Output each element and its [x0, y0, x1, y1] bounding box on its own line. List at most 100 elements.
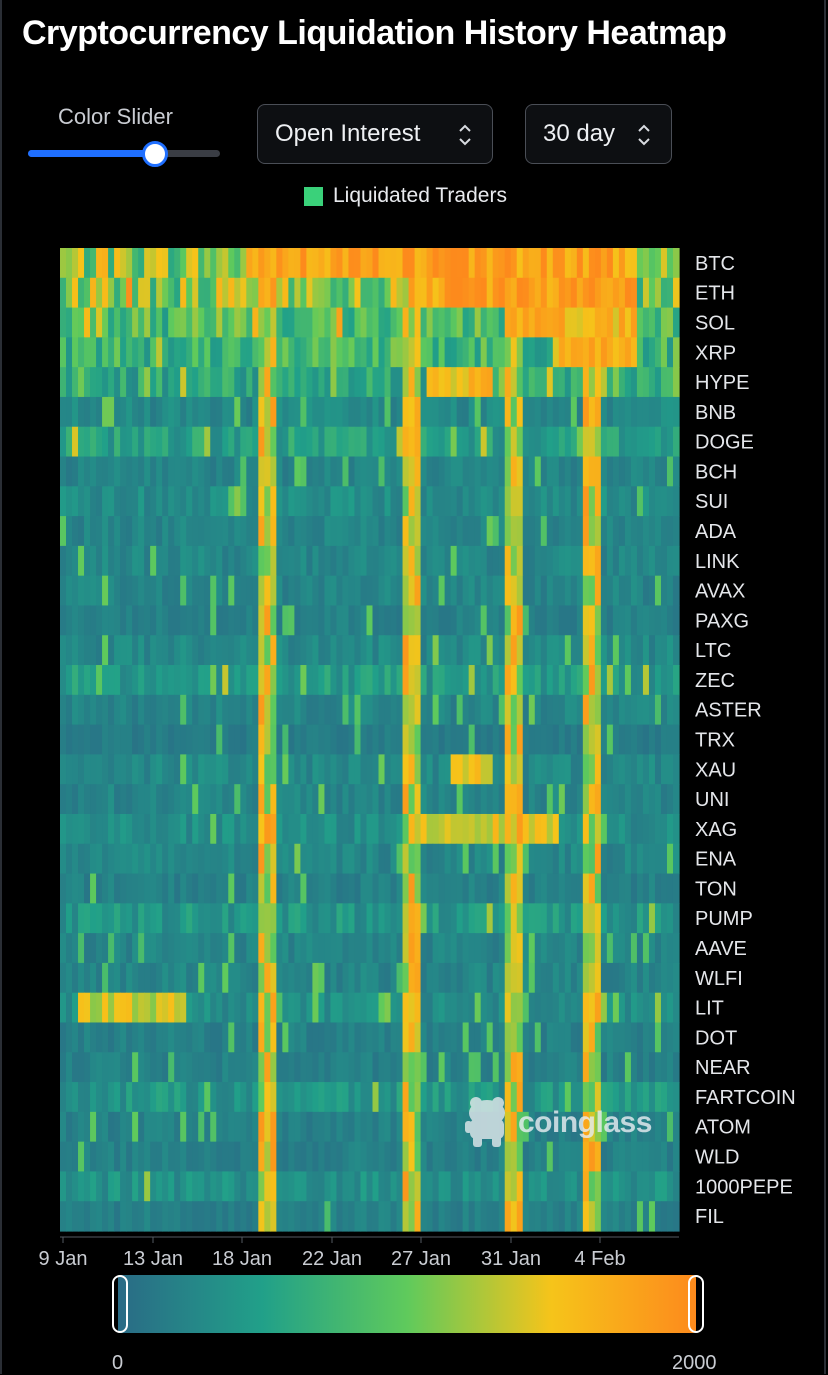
heatmap-cell[interactable]	[558, 1171, 566, 1202]
heatmap-cell[interactable]	[210, 754, 217, 785]
heatmap-cell[interactable]	[660, 754, 668, 785]
heatmap-cell[interactable]	[342, 903, 350, 934]
heatmap-cell[interactable]	[336, 1082, 344, 1113]
heatmap-cell[interactable]	[534, 545, 542, 577]
heatmap-cell[interactable]	[414, 903, 422, 934]
heatmap-cell[interactable]	[174, 248, 181, 279]
heatmap-cell[interactable]	[246, 933, 253, 964]
heatmap-cell[interactable]	[474, 635, 482, 666]
heatmap-cell[interactable]	[216, 813, 223, 845]
heatmap-cell[interactable]	[120, 694, 127, 726]
heatmap-cell[interactable]	[360, 605, 368, 636]
heatmap-cell[interactable]	[648, 605, 656, 636]
heatmap-cell[interactable]	[66, 784, 73, 815]
heatmap-cell[interactable]	[192, 933, 199, 964]
heatmap-cell[interactable]	[306, 813, 314, 845]
heatmap-cell[interactable]	[216, 843, 223, 875]
heatmap-cell[interactable]	[150, 1111, 157, 1143]
heatmap-cell[interactable]	[336, 486, 344, 517]
heatmap-cell[interactable]	[198, 426, 205, 458]
heatmap-cell[interactable]	[252, 724, 259, 755]
heatmap-cell[interactable]	[78, 367, 85, 398]
heatmap-cell[interactable]	[78, 516, 85, 547]
heatmap-cell[interactable]	[576, 813, 584, 845]
heatmap-cell[interactable]	[156, 1052, 163, 1083]
heatmap-cell[interactable]	[180, 754, 187, 785]
heatmap-cell[interactable]	[420, 933, 428, 964]
heatmap-cell[interactable]	[96, 754, 103, 785]
heatmap-cell[interactable]	[270, 1052, 277, 1083]
heatmap-cell[interactable]	[384, 605, 392, 636]
heatmap-cell[interactable]	[408, 545, 416, 577]
heatmap-cell[interactable]	[396, 307, 404, 338]
heatmap-cell[interactable]	[138, 396, 145, 428]
heatmap-cell[interactable]	[516, 1022, 524, 1053]
heatmap-cell[interactable]	[480, 1171, 488, 1202]
heatmap-cell[interactable]	[618, 337, 626, 368]
heatmap-cell[interactable]	[318, 277, 326, 309]
heatmap-cell[interactable]	[522, 1022, 530, 1053]
heatmap-cell[interactable]	[318, 992, 326, 1024]
heatmap-cell[interactable]	[552, 962, 560, 994]
heatmap-cell[interactable]	[480, 754, 488, 785]
heatmap-cell[interactable]	[300, 1052, 307, 1083]
heatmap-cell[interactable]	[396, 784, 404, 815]
heatmap-cell[interactable]	[588, 1141, 596, 1173]
heatmap-cell[interactable]	[282, 396, 289, 428]
heatmap-cell[interactable]	[462, 903, 470, 934]
heatmap-cell[interactable]	[432, 1171, 440, 1202]
heatmap-cell[interactable]	[138, 724, 145, 755]
heatmap-cell[interactable]	[348, 724, 356, 755]
heatmap-cell[interactable]	[408, 1201, 416, 1232]
heatmap-cell[interactable]	[432, 1082, 440, 1113]
heatmap-cell[interactable]	[390, 456, 398, 487]
heatmap-cell[interactable]	[582, 754, 590, 785]
heatmap-cell[interactable]	[186, 724, 193, 755]
heatmap-cell[interactable]	[426, 307, 434, 338]
heatmap-cell[interactable]	[582, 1022, 590, 1053]
heatmap-cell[interactable]	[60, 516, 67, 547]
heatmap-cell[interactable]	[570, 754, 578, 785]
heatmap-cell[interactable]	[156, 992, 163, 1024]
heatmap-cell[interactable]	[342, 1141, 350, 1173]
heatmap-cell[interactable]	[450, 1022, 458, 1053]
heatmap-cell[interactable]	[654, 843, 662, 875]
heatmap-cell[interactable]	[96, 933, 103, 964]
heatmap-cell[interactable]	[474, 1052, 482, 1083]
heatmap-cell[interactable]	[492, 933, 500, 964]
heatmap-cell[interactable]	[150, 575, 157, 607]
heatmap-cell[interactable]	[318, 1171, 326, 1202]
heatmap-cell[interactable]	[582, 694, 590, 726]
heatmap-cell[interactable]	[630, 665, 638, 696]
heatmap-cell[interactable]	[282, 456, 289, 487]
heatmap-cell[interactable]	[348, 516, 356, 547]
heatmap-cell[interactable]	[654, 516, 662, 547]
heatmap-cell[interactable]	[672, 635, 680, 666]
heatmap-cell[interactable]	[108, 248, 115, 279]
heatmap-cell[interactable]	[348, 962, 356, 994]
heatmap-cell[interactable]	[474, 1082, 482, 1113]
heatmap-cell[interactable]	[120, 575, 127, 607]
heatmap-cell[interactable]	[606, 486, 614, 517]
heatmap-cell[interactable]	[504, 516, 512, 547]
heatmap-cell[interactable]	[600, 545, 608, 577]
heatmap-cell[interactable]	[288, 248, 295, 279]
heatmap-cell[interactable]	[66, 337, 73, 368]
heatmap-cell[interactable]	[516, 903, 524, 934]
heatmap-cell[interactable]	[672, 843, 680, 875]
heatmap-cell[interactable]	[546, 307, 554, 338]
heatmap-cell[interactable]	[402, 843, 410, 875]
heatmap-cell[interactable]	[666, 754, 674, 785]
heatmap-cell[interactable]	[180, 337, 187, 368]
heatmap-cell[interactable]	[234, 248, 241, 279]
heatmap-cell[interactable]	[396, 665, 404, 696]
heatmap-cell[interactable]	[606, 992, 614, 1024]
heatmap-cell[interactable]	[630, 1082, 638, 1113]
heatmap-cell[interactable]	[192, 813, 199, 845]
heatmap-cell[interactable]	[216, 575, 223, 607]
heatmap-cell[interactable]	[540, 575, 548, 607]
heatmap-cell[interactable]	[618, 1022, 626, 1053]
heatmap-cell[interactable]	[648, 277, 656, 309]
heatmap-cell[interactable]	[270, 248, 277, 279]
heatmap-cell[interactable]	[246, 396, 253, 428]
